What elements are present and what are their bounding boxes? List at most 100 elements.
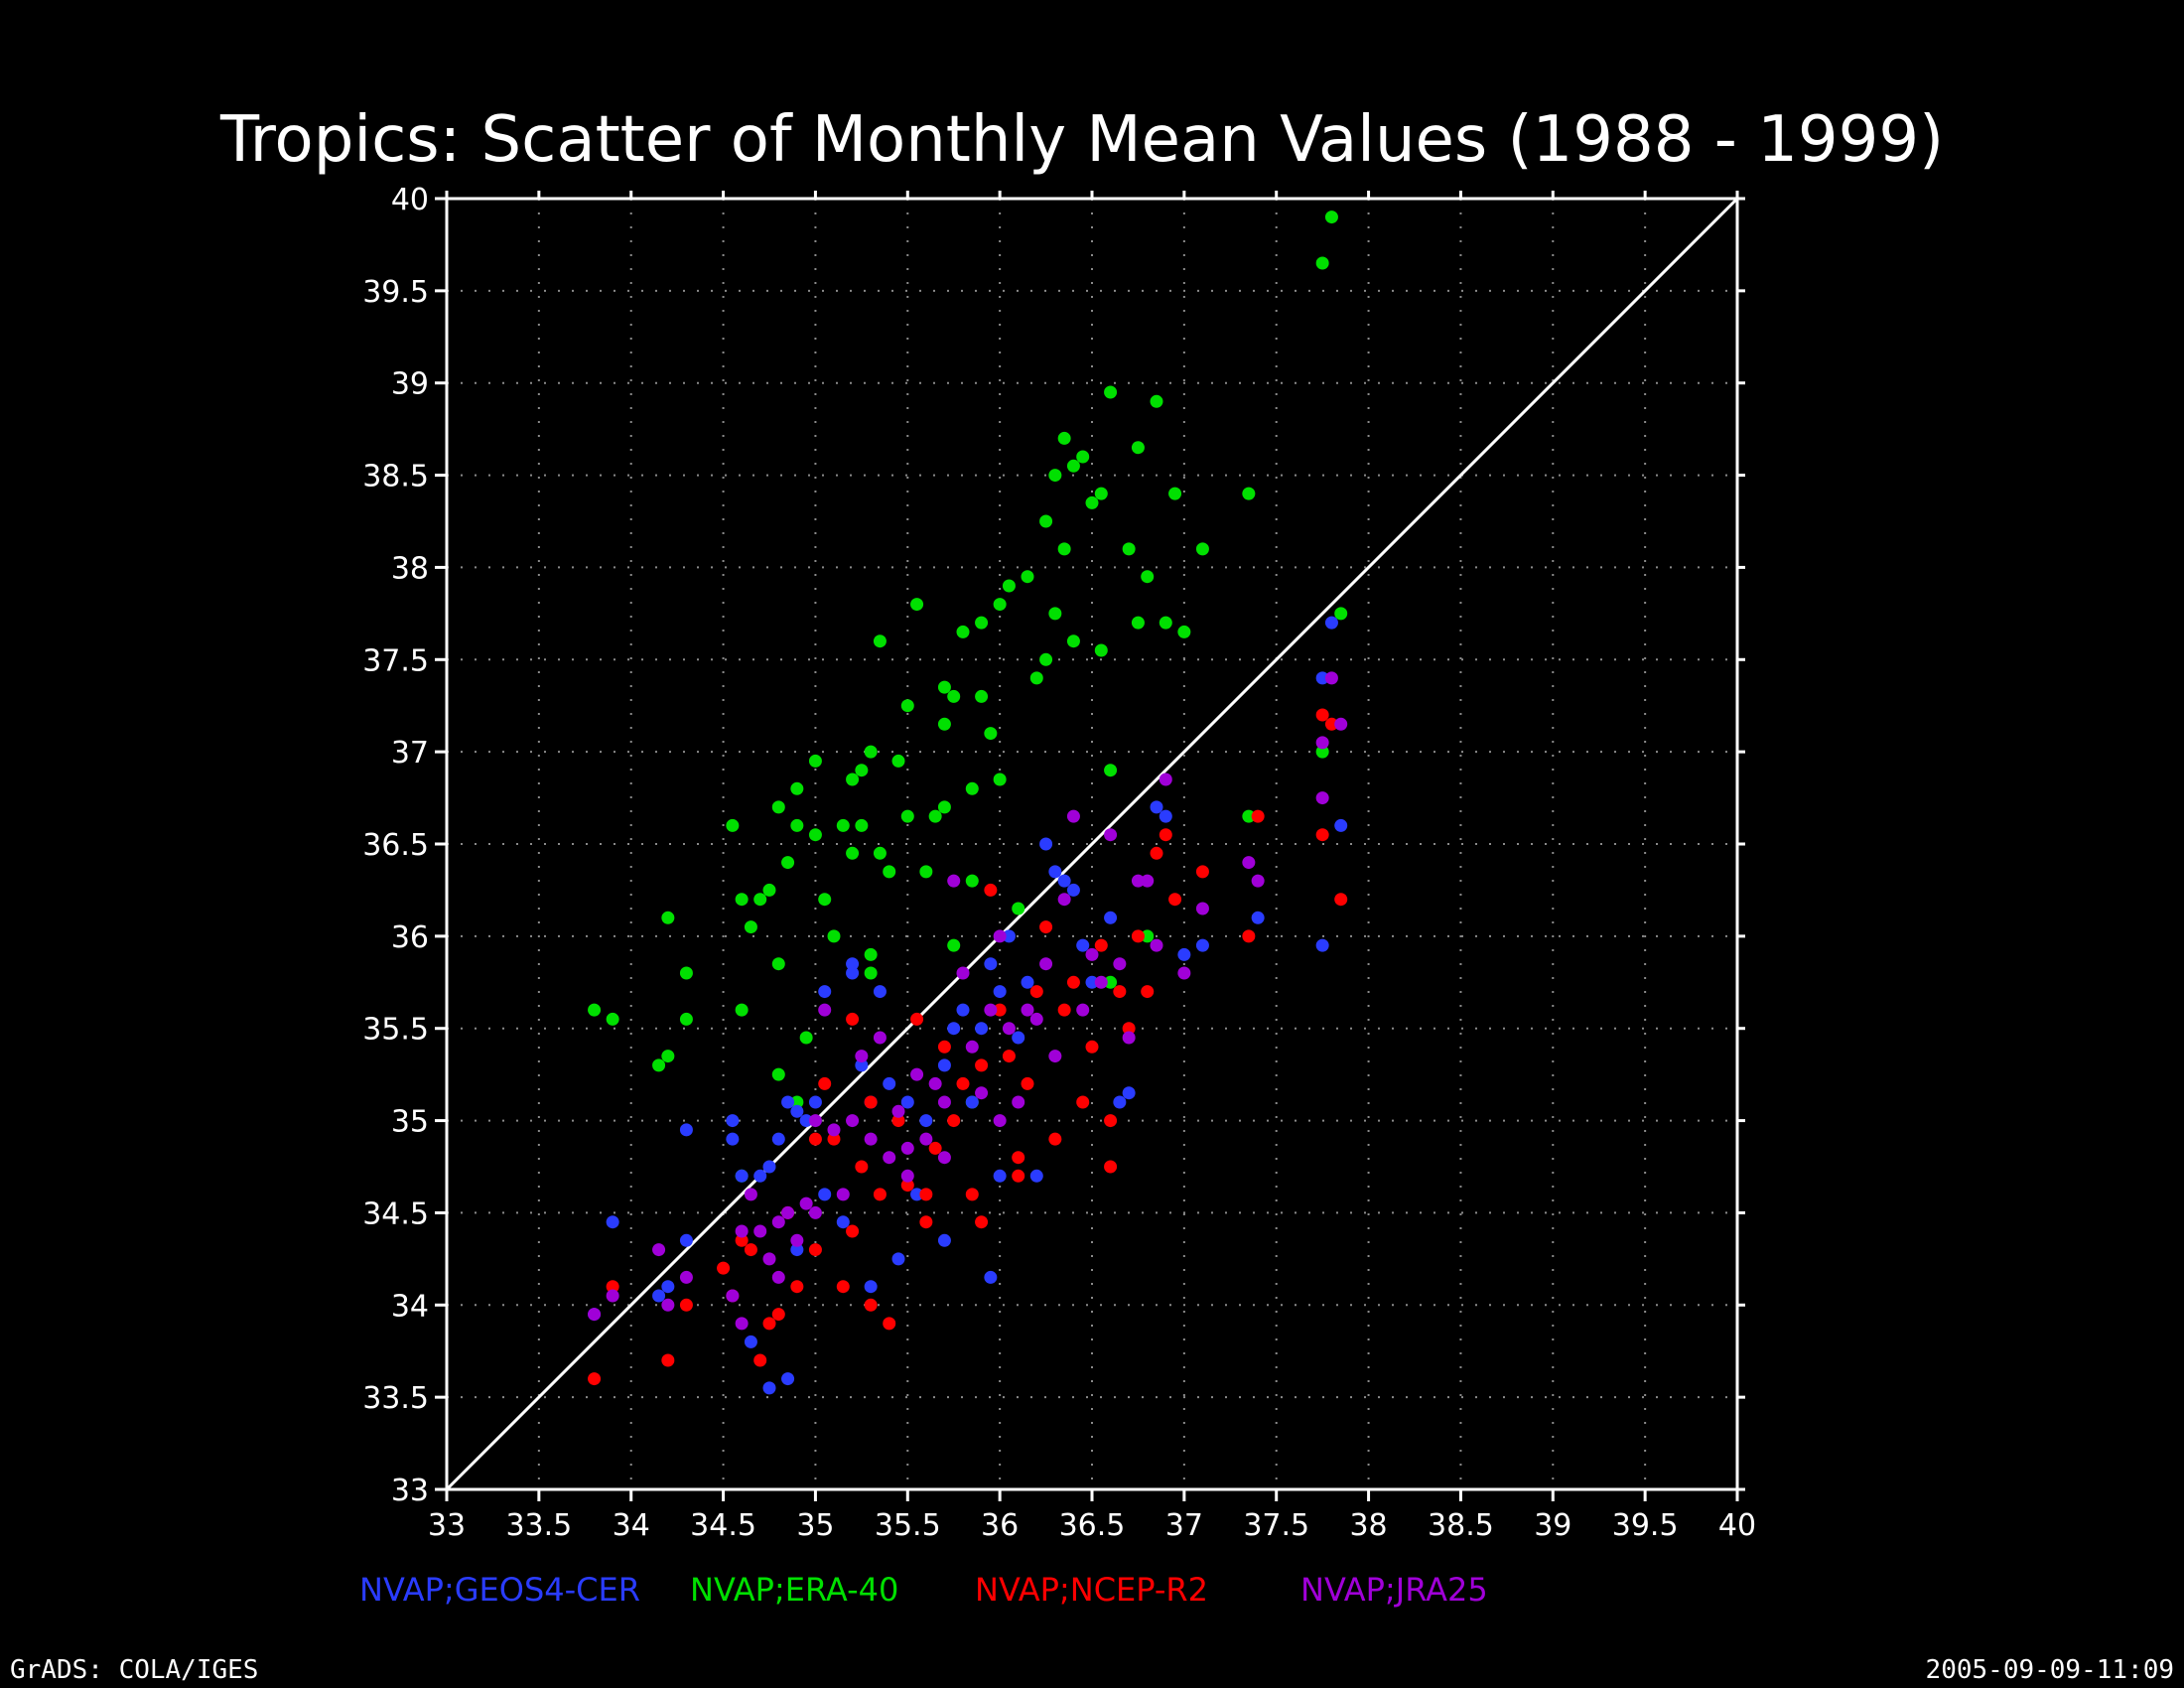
data-point: [919, 1132, 933, 1146]
data-point: [771, 1308, 785, 1322]
data-point: [808, 754, 822, 768]
data-point: [1242, 487, 1256, 500]
data-point: [771, 1270, 785, 1284]
data-point: [1048, 865, 1062, 879]
data-point: [919, 1114, 933, 1128]
data-point: [652, 1058, 666, 1072]
data-point: [1113, 985, 1127, 999]
data-point: [855, 764, 869, 777]
data-point: [1066, 459, 1080, 473]
x-tick-label: 36.5: [1059, 1508, 1126, 1543]
data-point: [900, 699, 914, 713]
x-tick-label: 35: [796, 1508, 834, 1543]
y-tick-label: 35: [391, 1105, 429, 1140]
data-point: [679, 1012, 693, 1026]
data-point: [928, 1141, 942, 1155]
data-point: [891, 1114, 905, 1128]
data-point: [661, 1280, 675, 1294]
legend-entry: NVAP;ERA-40: [690, 1571, 898, 1609]
data-point: [937, 1095, 951, 1109]
data-point: [900, 1179, 914, 1193]
y-tick-label: 34.5: [362, 1196, 429, 1231]
y-tick-label: 36: [391, 920, 429, 955]
data-point: [762, 1252, 776, 1266]
data-point: [762, 883, 776, 897]
data-point: [873, 846, 887, 860]
data-point: [1076, 1003, 1090, 1017]
footer-credit: GrADS: COLA/IGES: [10, 1655, 258, 1685]
data-point: [984, 1270, 998, 1284]
data-point: [1012, 902, 1025, 915]
data-point: [679, 1233, 693, 1247]
data-point: [1029, 671, 1043, 685]
data-point: [937, 1040, 951, 1054]
y-tick-label: 38: [391, 551, 429, 586]
data-point: [910, 598, 924, 612]
data-point: [790, 1095, 804, 1109]
data-point: [846, 966, 860, 980]
y-tick-label: 39: [391, 367, 429, 402]
data-point: [956, 1003, 970, 1017]
data-point: [984, 727, 998, 741]
y-tick-label: 37.5: [362, 643, 429, 678]
data-point: [873, 985, 887, 999]
data-point: [1076, 450, 1090, 464]
data-point: [735, 1003, 749, 1017]
data-point: [790, 818, 804, 832]
data-point: [753, 1169, 767, 1183]
data-point: [891, 1104, 905, 1118]
data-point: [937, 717, 951, 731]
data-point: [993, 1114, 1007, 1128]
data-point: [1002, 1022, 1016, 1036]
data-point: [808, 828, 822, 842]
data-point: [1057, 431, 1071, 445]
data-point: [993, 598, 1007, 612]
data-point: [1324, 671, 1338, 685]
data-point: [1039, 837, 1053, 851]
data-point: [1039, 652, 1053, 666]
data-point: [1324, 211, 1338, 224]
data-point: [753, 1224, 767, 1238]
data-point: [1141, 985, 1155, 999]
data-point: [1048, 469, 1062, 483]
data-point: [836, 1188, 850, 1201]
x-tick-label: 36: [981, 1508, 1019, 1543]
data-point: [1104, 764, 1118, 777]
data-point: [1195, 865, 1209, 879]
data-point: [726, 1132, 740, 1146]
data-point: [1159, 773, 1172, 786]
data-point: [1168, 487, 1182, 500]
data-point: [993, 773, 1007, 786]
data-point: [808, 1114, 822, 1128]
data-point: [762, 1381, 776, 1395]
data-point: [679, 1298, 693, 1312]
data-point: [965, 781, 979, 795]
y-tick-label: 33: [391, 1474, 429, 1508]
data-point: [1048, 1132, 1062, 1146]
data-point: [790, 1243, 804, 1257]
data-point: [1066, 809, 1080, 823]
data-point: [855, 1050, 869, 1063]
data-point: [937, 1058, 951, 1072]
data-point: [652, 1243, 666, 1257]
x-tick-label: 38: [1349, 1508, 1387, 1543]
data-point: [1195, 542, 1209, 556]
y-tick-label: 36.5: [362, 828, 429, 863]
data-point: [799, 1196, 813, 1210]
data-point: [846, 773, 860, 786]
data-point: [1094, 975, 1108, 989]
legend-entry: NVAP;JRA25: [1300, 1571, 1488, 1609]
x-tick-label: 34.5: [690, 1508, 756, 1543]
data-point: [1113, 1095, 1127, 1109]
data-point: [891, 1252, 905, 1266]
data-point: [1251, 809, 1265, 823]
data-point: [965, 1040, 979, 1054]
data-point: [781, 1095, 795, 1109]
data-point: [790, 1280, 804, 1294]
data-point: [1039, 957, 1053, 971]
data-point: [744, 1335, 757, 1348]
data-point: [900, 1141, 914, 1155]
data-point: [1131, 929, 1145, 943]
data-point: [846, 1224, 860, 1238]
